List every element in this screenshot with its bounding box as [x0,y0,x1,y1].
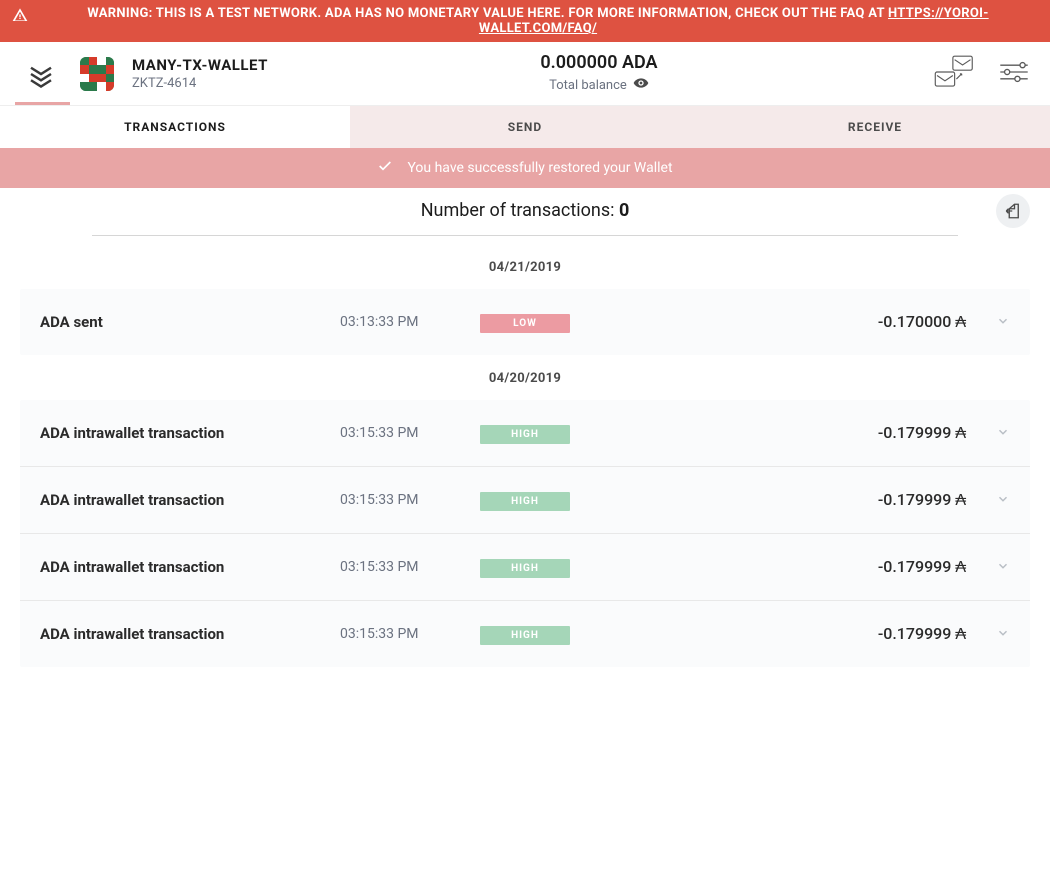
success-message-bar: You have successfully restored your Wall… [0,148,1050,188]
wallet-info: MANY-TX-WALLET ZKTZ-4614 [132,56,268,91]
warning-text: WARNING: THIS IS A TEST NETWORK. ADA HAS… [38,6,1038,36]
transaction-amount: -0.179999 ₳ [660,490,996,510]
assurance-badge: LOW [480,314,570,333]
assurance-badge: HIGH [480,492,570,511]
tab-send[interactable]: SEND [350,106,700,148]
logo-indicator [15,102,70,105]
transaction-time: 03:15:33 PM [340,425,480,441]
transaction-row[interactable]: ADA intrawallet transaction03:15:33 PMHI… [20,534,1030,601]
transaction-row[interactable]: ADA intrawallet transaction03:15:33 PMHI… [20,467,1030,534]
transaction-group: ADA sent03:13:33 PMLOW -0.170000 ₳ [20,289,1030,355]
warning-icon [12,7,28,27]
transaction-amount: -0.179999 ₳ [660,557,996,577]
chevron-down-icon [996,558,1010,577]
check-icon [377,158,393,178]
transaction-amount: -0.179999 ₳ [660,423,996,443]
tab-receive[interactable]: RECEIVE [700,106,1050,148]
transaction-row[interactable]: ADA intrawallet transaction03:15:33 PMHI… [20,400,1030,467]
transaction-row[interactable]: ADA sent03:13:33 PMLOW -0.170000 ₳ [20,289,1030,355]
tab-transactions[interactable]: TRANSACTIONS [0,106,350,148]
assurance-badge: HIGH [480,425,570,444]
wallet-identicon [80,57,114,91]
assurance-badge: HIGH [480,559,570,578]
chevron-down-icon [996,625,1010,644]
wallet-header: MANY-TX-WALLET ZKTZ-4614 0.000000 ADA To… [0,42,1050,105]
transaction-type: ADA intrawallet transaction [40,625,340,643]
transaction-type: ADA intrawallet transaction [40,424,340,442]
transaction-list: 04/21/2019 ADA sent03:13:33 PMLOW -0.17000… [0,246,1050,667]
test-network-warning: WARNING: THIS IS A TEST NETWORK. ADA HAS… [0,0,1050,42]
success-message-text: You have successfully restored your Wall… [407,160,672,176]
transaction-time: 03:15:33 PM [340,492,480,508]
settings-icon[interactable] [998,60,1030,88]
eye-icon[interactable] [633,75,649,95]
assurance-badge: HIGH [480,626,570,645]
tab-bar: TRANSACTIONSSENDRECEIVE [0,105,1050,148]
wallets-icon[interactable] [930,54,974,94]
transaction-time: 03:13:33 PM [340,314,480,330]
app-logo[interactable] [20,59,62,89]
transaction-type: ADA intrawallet transaction [40,491,340,509]
transaction-amount: -0.179999 ₳ [660,624,996,644]
transaction-row[interactable]: ADA intrawallet transaction03:15:33 PMHI… [20,601,1030,667]
balance-label: Total balance [549,75,649,95]
wallet-hash: ZKTZ-4614 [132,76,268,91]
chevron-down-icon [996,424,1010,443]
transaction-amount: -0.170000 ₳ [660,312,996,332]
balance-amount: 0.000000 ADA [540,52,657,73]
wallet-name: MANY-TX-WALLET [132,56,268,74]
transaction-time: 03:15:33 PM [340,559,480,575]
transaction-group: ADA intrawallet transaction03:15:33 PMHI… [20,400,1030,667]
date-header: 04/21/2019 [20,246,1030,289]
transaction-type: ADA intrawallet transaction [40,558,340,576]
chevron-down-icon [996,491,1010,510]
divider [92,235,958,236]
date-header: 04/20/2019 [20,357,1030,400]
transaction-count-row: Number of transactions: 0 [0,188,1050,235]
balance-block: 0.000000 ADA Total balance [286,52,912,95]
transaction-type: ADA sent [40,313,340,331]
export-button[interactable] [996,194,1030,228]
transaction-time: 03:15:33 PM [340,626,480,642]
chevron-down-icon [996,313,1010,332]
transaction-count: Number of transactions: 0 [421,200,630,221]
